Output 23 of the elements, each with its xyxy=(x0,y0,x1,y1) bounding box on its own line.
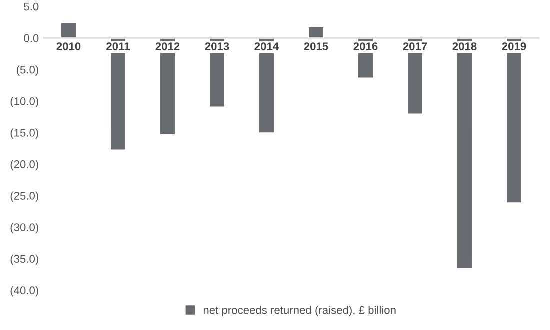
y-tick-label: (5.0) xyxy=(16,66,38,76)
x-tick-label: 2012 xyxy=(156,42,180,50)
y-tick-label: (35.0) xyxy=(10,254,38,266)
y-tick-label: 0.0 xyxy=(24,34,39,42)
bar xyxy=(60,22,78,39)
x-tick-label: 2016 xyxy=(354,42,378,50)
x-tick-label: 2018 xyxy=(452,42,477,50)
legend-label: net proceeds returned (raised), £ billion xyxy=(204,306,396,316)
x-tick-label: 2011 xyxy=(106,42,130,50)
y-tick-label: (30.0) xyxy=(10,223,38,234)
y-tick-label: (15.0) xyxy=(10,128,38,140)
x-tick-label: 2019 xyxy=(502,42,526,50)
y-tick-label: (25.0) xyxy=(10,192,38,202)
y-tick-label: 5.0 xyxy=(24,2,39,11)
y-tick-label: (40.0) xyxy=(10,286,38,297)
y-tick-label: (10.0) xyxy=(10,97,38,108)
x-tick-label: 2010 xyxy=(56,42,81,50)
x-tick-label: 2017 xyxy=(403,42,428,50)
x-tick-label: 2015 xyxy=(304,42,328,50)
y-tick-label: (20.0) xyxy=(10,160,38,171)
x-tick-label: 2013 xyxy=(205,42,230,50)
x-tick-label: 2014 xyxy=(254,42,280,50)
bar xyxy=(308,26,325,39)
